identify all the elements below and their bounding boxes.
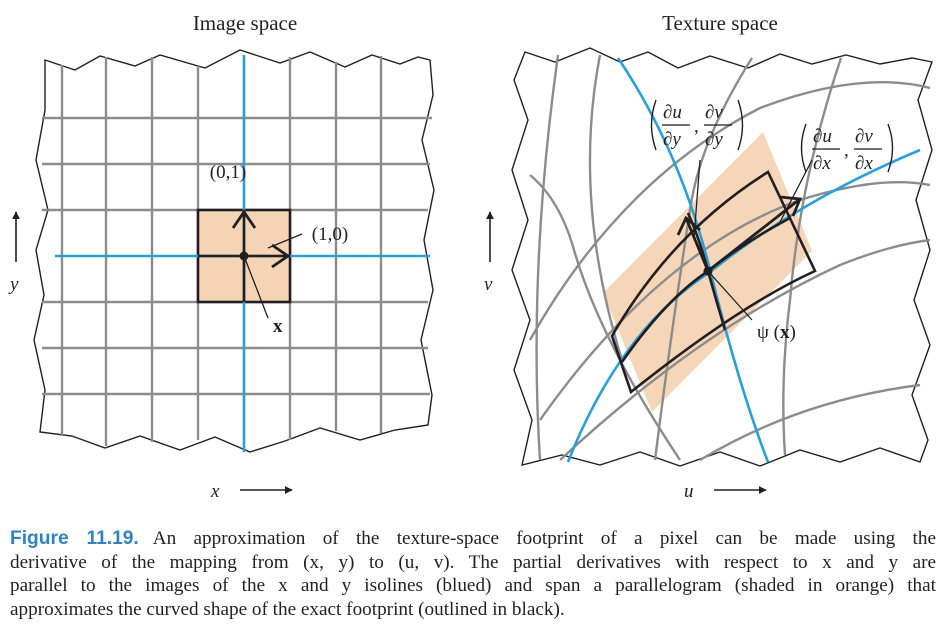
- v-axis-label: v: [484, 274, 493, 295]
- figure-diagram: Image space: [8, 11, 933, 502]
- image-space-panel: Image space: [8, 11, 435, 502]
- exact-footprint: [610, 170, 817, 395]
- vector-10-leader: [267, 233, 303, 249]
- caption-line-2: derivative of the mapping from (x, y) to…: [10, 551, 936, 573]
- svg-text:∂x: ∂x: [813, 153, 831, 174]
- texture-space-panel: Texture space: [484, 11, 933, 502]
- dx-partials-label: ∂u ∂x , ∂v ∂x: [800, 123, 894, 174]
- dx-arrowhead: [779, 195, 803, 217]
- caption-line-3: parallel to the images of the x and y is…: [10, 575, 936, 597]
- svg-text:∂u: ∂u: [663, 102, 682, 123]
- svg-text:∂v: ∂v: [855, 126, 873, 147]
- svg-text:∂u: ∂u: [813, 126, 832, 147]
- svg-text:∂x: ∂x: [855, 153, 873, 174]
- svg-text:∂y: ∂y: [663, 129, 681, 150]
- dy-leader: [693, 159, 701, 239]
- vector-10-arrow: [271, 243, 291, 269]
- caption-line-1: Figure 11.19. An approximation of the tex…: [10, 528, 936, 549]
- image-grid: [42, 56, 432, 446]
- point-x-label: x: [273, 316, 283, 337]
- dy-vector: [684, 217, 710, 272]
- point-x-leader: [243, 255, 269, 319]
- caption-line-4: approximates the curved shape of the exa…: [10, 598, 565, 620]
- figure-number: Figure 11.19.: [10, 528, 139, 549]
- x-axis-label: x: [210, 481, 220, 502]
- svg-text:∂y: ∂y: [705, 129, 723, 150]
- svg-text:,: ,: [694, 116, 699, 137]
- figure-caption: Figure 11.19. An approximation of the tex…: [10, 527, 936, 621]
- svg-text:∂v: ∂v: [705, 102, 723, 123]
- svg-text:,: ,: [844, 140, 849, 161]
- vector-01-arrow: [231, 209, 257, 229]
- texture-grid: [528, 54, 931, 462]
- image-space-title: Image space: [193, 11, 297, 35]
- y-axis-label: y: [8, 274, 19, 295]
- texture-space-title: Texture space: [662, 11, 778, 35]
- vector-10-label: (1,0): [312, 224, 348, 245]
- vector-01-label: (0,1): [210, 162, 246, 183]
- dx-vector: [707, 197, 801, 273]
- u-axis-label: u: [684, 481, 694, 502]
- dy-partials-label: ∂u ∂y , ∂v ∂y: [650, 99, 744, 151]
- psi-leader: [707, 270, 753, 321]
- psi-label: ψ (x): [757, 322, 796, 343]
